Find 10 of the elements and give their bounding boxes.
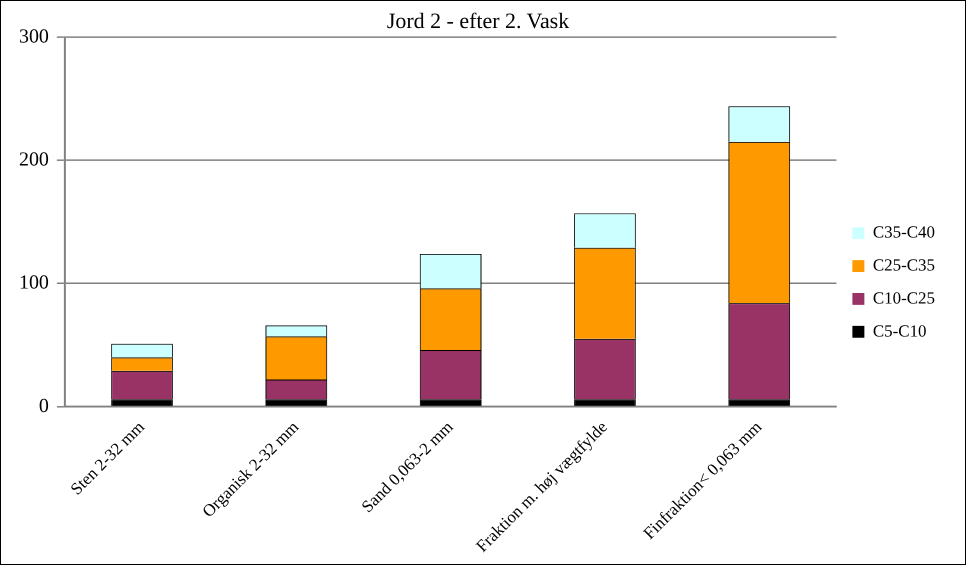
y-tick-label: 300: [18, 26, 49, 48]
chart-title: Jord 2 - efter 2. Vask: [386, 8, 570, 33]
legend-label: C35-C40: [872, 222, 936, 242]
y-tick-label: 0: [38, 394, 49, 417]
legend-label: C5-C10: [872, 321, 927, 340]
y-tick-label: 100: [18, 272, 49, 294]
legend-label: C25-C35: [872, 256, 936, 275]
y-tick-label: 200: [18, 148, 49, 171]
legend-label: C10-C25: [872, 288, 936, 308]
x-tick-label: Sten 2-32 mm: [66, 417, 148, 499]
